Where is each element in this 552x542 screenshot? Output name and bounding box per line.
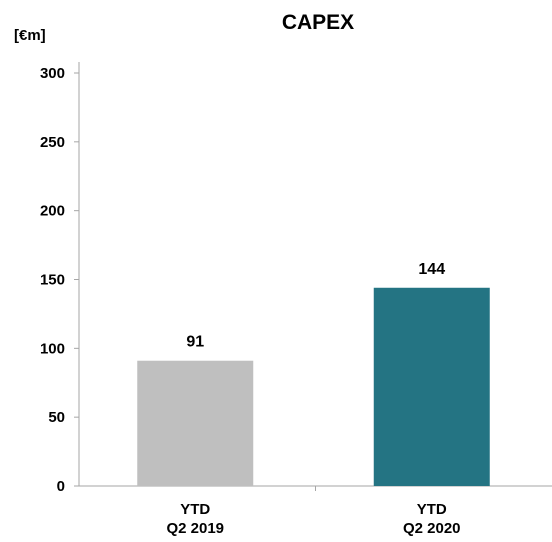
category-label: Q2 2019 (166, 520, 224, 537)
y-tick-label: 100 (40, 340, 65, 357)
y-tick-label: 50 (48, 409, 65, 426)
category-label: YTD (417, 501, 447, 518)
bars-group (137, 287, 490, 486)
y-tick-label: 250 (40, 134, 65, 151)
y-tick-label: 300 (40, 65, 65, 82)
bar (137, 360, 254, 486)
data-labels-group: 91 144 (186, 261, 445, 351)
chart-title: CAPEX (282, 11, 354, 34)
category-labels-group: YTD Q2 2019 YTD Q2 2020 (166, 486, 461, 537)
data-label: 144 (418, 261, 445, 278)
y-axis-ticks: 0 50 100 150 200 250 300 (40, 65, 79, 495)
data-label: 91 (186, 334, 204, 351)
y-tick-label: 200 (40, 203, 65, 220)
category-label: YTD (180, 501, 210, 518)
y-tick-label: 0 (57, 478, 65, 495)
category-label: Q2 2020 (403, 520, 461, 537)
y-tick-label: 150 (40, 272, 65, 289)
y-axis-unit-label: [€m] (14, 27, 46, 44)
bar (373, 287, 490, 486)
